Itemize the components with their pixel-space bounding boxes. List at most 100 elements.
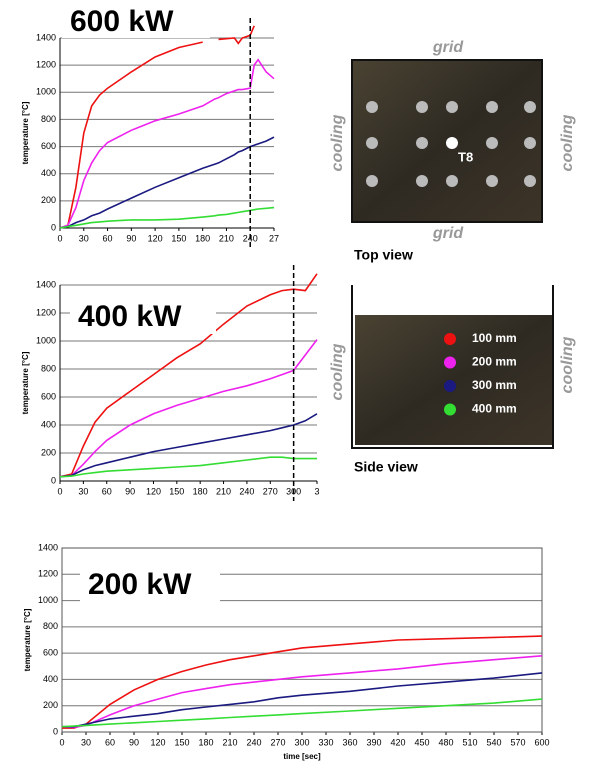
- x-tick-label: 60: [105, 737, 115, 747]
- x-tick-label: 420: [390, 737, 405, 747]
- y-tick-label: 200: [41, 447, 56, 457]
- x-tick-label: 30: [79, 233, 89, 243]
- series-line: [60, 208, 274, 228]
- y-tick-label: 600: [43, 648, 58, 658]
- y-tick-label: 0: [51, 475, 56, 485]
- y-tick-label: 1400: [36, 279, 56, 289]
- series-line: [60, 137, 274, 228]
- cooling-label: cooling: [559, 336, 576, 393]
- x-tick-label: 480: [438, 737, 453, 747]
- x-tick-label: 210: [219, 233, 234, 243]
- y-tick-label: 400: [41, 419, 56, 429]
- x-tick-label: 120: [150, 737, 165, 747]
- top-view: T8 grid grid cooling cooling Top view: [329, 39, 576, 262]
- x-tick-label: 180: [193, 486, 208, 496]
- x-tick-label: 270: [270, 737, 285, 747]
- x-tick-label: 240: [246, 737, 261, 747]
- y-tick-label: 800: [43, 621, 58, 631]
- chart-title: 200 kW: [88, 568, 192, 601]
- legend-marker: [444, 404, 456, 416]
- caption: Side view: [354, 459, 418, 475]
- x-tick-label: 150: [169, 486, 184, 496]
- x-tick-label: 30: [81, 737, 91, 747]
- y-tick-label: 1200: [38, 569, 58, 579]
- x-tick-label: 180: [198, 737, 213, 747]
- y-tick-label: 0: [51, 222, 56, 232]
- chart-title: 600 kW: [70, 5, 174, 38]
- cooling-label: cooling: [329, 343, 346, 400]
- figure: T8 grid grid cooling cooling Top view co…: [0, 0, 589, 772]
- y-tick-label: 200: [41, 195, 56, 205]
- x-tick-label: 300: [294, 737, 309, 747]
- series-line: [62, 699, 542, 727]
- series-line: [62, 673, 542, 727]
- x-tick-label: 600: [534, 737, 549, 747]
- y-tick-label: 1000: [36, 335, 56, 345]
- chart-title: 400 kW: [78, 300, 182, 333]
- side-view: cooling cooling Side view 100 mm 200 mm 30…: [329, 285, 576, 475]
- x-tick-label: 27: [269, 233, 279, 243]
- x-tick-label: 210: [222, 737, 237, 747]
- sensor-t8: [446, 137, 458, 149]
- y-axis-label: temperature [°C]: [21, 101, 30, 164]
- y-tick-label: 600: [41, 141, 56, 151]
- x-tick-label: 150: [174, 737, 189, 747]
- x-tick-label: 270: [263, 486, 278, 496]
- y-tick-label: 1000: [36, 87, 56, 97]
- x-tick-label: 0: [59, 737, 64, 747]
- legend-marker: [444, 333, 456, 345]
- y-tick-label: 1200: [36, 307, 56, 317]
- legend-label: 400 mm: [472, 402, 517, 416]
- legend-label: 100 mm: [472, 331, 517, 345]
- x-tick-label: 330: [318, 737, 333, 747]
- sensor-label: T8: [458, 149, 473, 164]
- grid-label: grid: [432, 39, 464, 56]
- x-tick-label: 180: [195, 233, 210, 243]
- y-axis-label: temperature [°C]: [23, 608, 32, 671]
- x-tick-label: 210: [216, 486, 231, 496]
- x-tick-label: 0: [57, 233, 62, 243]
- x-tick-label: 0: [57, 486, 62, 496]
- series-line: [60, 26, 254, 228]
- y-tick-label: 400: [43, 674, 58, 684]
- series-line: [60, 457, 317, 477]
- x-tick-label: 360: [342, 737, 357, 747]
- legend-marker: [444, 380, 456, 392]
- y-tick-label: 600: [41, 391, 56, 401]
- x-tick-label: 90: [126, 233, 136, 243]
- x-tick-label: 3: [314, 486, 319, 496]
- caption: Top view: [354, 247, 413, 263]
- x-tick-label: 90: [125, 486, 135, 496]
- y-axis-label: temperature [°C]: [21, 351, 30, 414]
- x-tick-label: 120: [146, 486, 161, 496]
- y-tick-label: 1400: [38, 542, 58, 552]
- x-tick-label: 390: [366, 737, 381, 747]
- legend-label: 300 mm: [472, 378, 517, 392]
- x-axis-label: time [sec]: [283, 752, 321, 761]
- grid-label: grid: [432, 225, 464, 242]
- y-tick-label: 1200: [36, 60, 56, 70]
- legend-marker: [444, 357, 456, 369]
- x-tick-label: 60: [102, 486, 112, 496]
- y-tick-label: 0: [53, 726, 58, 736]
- series-line: [60, 414, 317, 477]
- x-tick-label: 90: [129, 737, 139, 747]
- series-line: [60, 60, 274, 228]
- cooling-label: cooling: [559, 114, 576, 171]
- x-tick-label: 30: [78, 486, 88, 496]
- y-tick-label: 400: [41, 168, 56, 178]
- x-tick-label: 150: [171, 233, 186, 243]
- x-tick-label: 570: [510, 737, 525, 747]
- x-tick-label: 510: [462, 737, 477, 747]
- y-tick-label: 800: [41, 114, 56, 124]
- x-tick-label: 60: [103, 233, 113, 243]
- y-tick-label: 200: [43, 700, 58, 710]
- x-tick-label: 240: [239, 486, 254, 496]
- cooling-label: cooling: [329, 114, 346, 171]
- x-tick-label: 450: [414, 737, 429, 747]
- x-tick-label: 540: [486, 737, 501, 747]
- y-tick-label: 800: [41, 363, 56, 373]
- series-line: [60, 340, 317, 477]
- legend-label: 200 mm: [472, 355, 517, 369]
- y-tick-label: 1400: [36, 32, 56, 42]
